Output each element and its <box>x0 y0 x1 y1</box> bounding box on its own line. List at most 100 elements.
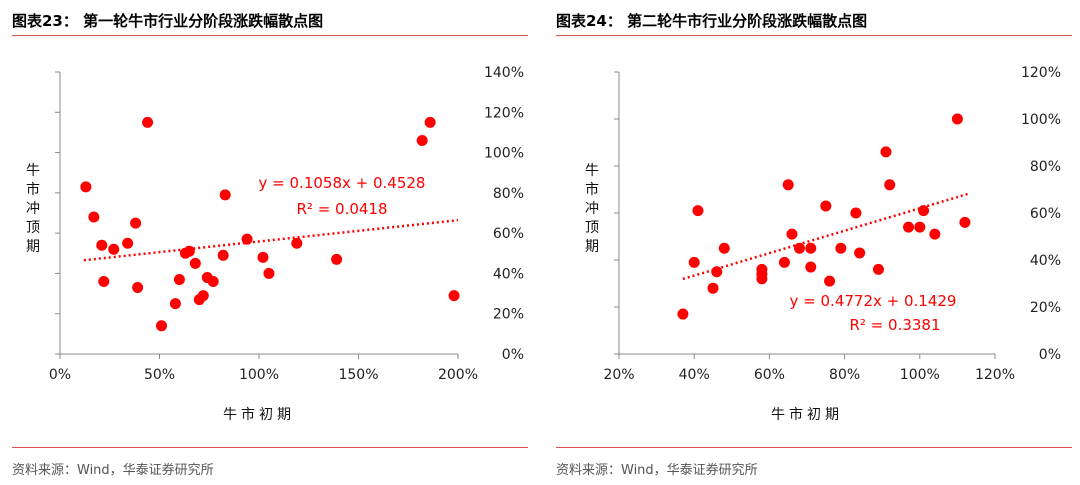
y-tick-label: 120% <box>484 105 524 121</box>
chart-panel-left: 图表23： 第一轮牛市行业分阶段涨跌幅散点图 0% 50% 100% 150% 200%… <box>12 0 534 485</box>
x-tick-label: 120% <box>975 367 1015 383</box>
data-point <box>197 290 209 302</box>
y-tick-label: 100% <box>484 146 524 162</box>
y-tick-label: 100% <box>1021 112 1061 128</box>
data-point <box>756 273 768 285</box>
y-tick-label: 20% <box>493 307 524 323</box>
data-point <box>711 266 723 278</box>
data-point <box>854 247 866 259</box>
y-tick-label: 0% <box>1039 347 1061 363</box>
data-point <box>880 146 892 158</box>
data-point <box>173 273 185 285</box>
data-point <box>241 233 253 245</box>
data-point <box>189 257 201 269</box>
data-point <box>914 221 926 233</box>
data-point <box>688 256 700 268</box>
data-point <box>951 113 963 125</box>
data-point <box>207 275 219 287</box>
data-point <box>96 239 108 251</box>
data-point <box>692 205 704 217</box>
title-divider <box>556 35 1072 36</box>
data-point <box>805 242 817 254</box>
data-point <box>108 243 120 255</box>
data-point <box>677 308 689 320</box>
data-point <box>903 221 915 233</box>
x-tick-label: 50% <box>144 367 175 383</box>
data-point <box>884 179 896 191</box>
data-point <box>786 228 798 240</box>
source-divider <box>556 447 1072 448</box>
data-point <box>782 179 794 191</box>
x-tick-label: 60% <box>754 367 785 383</box>
data-point <box>707 282 719 294</box>
x-axis-label: 牛市初期 <box>771 406 843 423</box>
data-point <box>132 282 144 294</box>
data-point <box>219 189 231 201</box>
y-tick-label: 80% <box>1030 159 1061 175</box>
data-point <box>257 251 269 263</box>
r-squared-label: R² = 0.0418 <box>296 200 387 218</box>
data-point <box>331 253 343 265</box>
data-point <box>217 249 229 261</box>
x-tick-label: 100% <box>900 367 940 383</box>
data-point <box>918 205 930 217</box>
data-point <box>872 263 884 275</box>
data-point <box>448 290 460 302</box>
x-tick-label: 40% <box>679 367 710 383</box>
title-divider <box>12 35 528 36</box>
data-point <box>122 237 134 249</box>
y-tick-label: 40% <box>1030 253 1061 269</box>
scatter-chart-round-1: 0% 50% 100% 150% 200% 0% 20% 40% 60% 80% 100% 120% 1… <box>26 65 524 423</box>
data-point <box>805 261 817 273</box>
data-point <box>263 267 275 279</box>
y-tick-label: 60% <box>1030 206 1061 222</box>
x-tick-label: 0% <box>49 367 71 383</box>
r-squared-label: R² = 0.3381 <box>849 316 940 334</box>
trendline-equation: y = 0.1058x + 0.4528 <box>259 174 426 192</box>
y-axis-label: 牛市冲顶期 <box>26 163 40 255</box>
data-point <box>416 134 428 146</box>
x-tick-label: 80% <box>829 367 860 383</box>
y-tick-label: 120% <box>1021 65 1061 81</box>
data-point <box>835 242 847 254</box>
data-point <box>142 116 154 128</box>
chart-title: 图表24： 第二轮牛市行业分阶段涨跌幅散点图 <box>556 12 868 30</box>
data-point <box>424 116 436 128</box>
chart-panel-right: 图表24： 第二轮牛市行业分阶段涨跌幅散点图 20% 40% 60% 80% 100% 1… <box>556 0 1078 485</box>
data-point <box>959 216 971 228</box>
data-point <box>88 211 100 223</box>
data-point <box>98 275 110 287</box>
scatter-chart-round-2: 20% 40% 60% 80% 100% 120% 0% 20% 40% 60% 80% 100% 12… <box>585 65 1061 423</box>
data-point <box>820 200 832 212</box>
y-axis-label: 牛市冲顶期 <box>585 163 599 255</box>
source-divider <box>12 447 528 448</box>
data-point <box>929 228 941 240</box>
y-tick-label: 0% <box>502 347 524 363</box>
trendline-equation: y = 0.4772x + 0.1429 <box>790 292 957 310</box>
data-point <box>80 181 92 193</box>
y-tick-label: 40% <box>493 266 524 282</box>
x-tick-label: 200% <box>438 367 478 383</box>
chart-title: 图表23： 第一轮牛市行业分阶段涨跌幅散点图 <box>12 12 324 30</box>
x-tick-label: 20% <box>603 367 634 383</box>
y-tick-label: 80% <box>493 186 524 202</box>
data-point <box>291 237 303 249</box>
data-point <box>130 217 142 229</box>
y-tick-label: 60% <box>493 226 524 242</box>
data-point <box>850 207 862 219</box>
x-tick-label: 150% <box>338 367 378 383</box>
data-point <box>183 245 195 257</box>
x-axis-label: 牛市初期 <box>223 406 295 423</box>
source-note: 资料来源：Wind，华泰证券研究所 <box>556 463 758 478</box>
data-point <box>155 320 167 332</box>
x-tick-label: 100% <box>239 367 279 383</box>
source-note: 资料来源：Wind，华泰证券研究所 <box>12 463 214 478</box>
data-point <box>824 275 836 287</box>
data-point <box>718 242 730 254</box>
y-tick-label: 20% <box>1030 300 1061 316</box>
data-point <box>778 256 790 268</box>
data-point <box>756 263 768 275</box>
data-point <box>793 242 805 254</box>
data-point <box>169 298 181 310</box>
y-tick-label: 140% <box>484 65 524 81</box>
